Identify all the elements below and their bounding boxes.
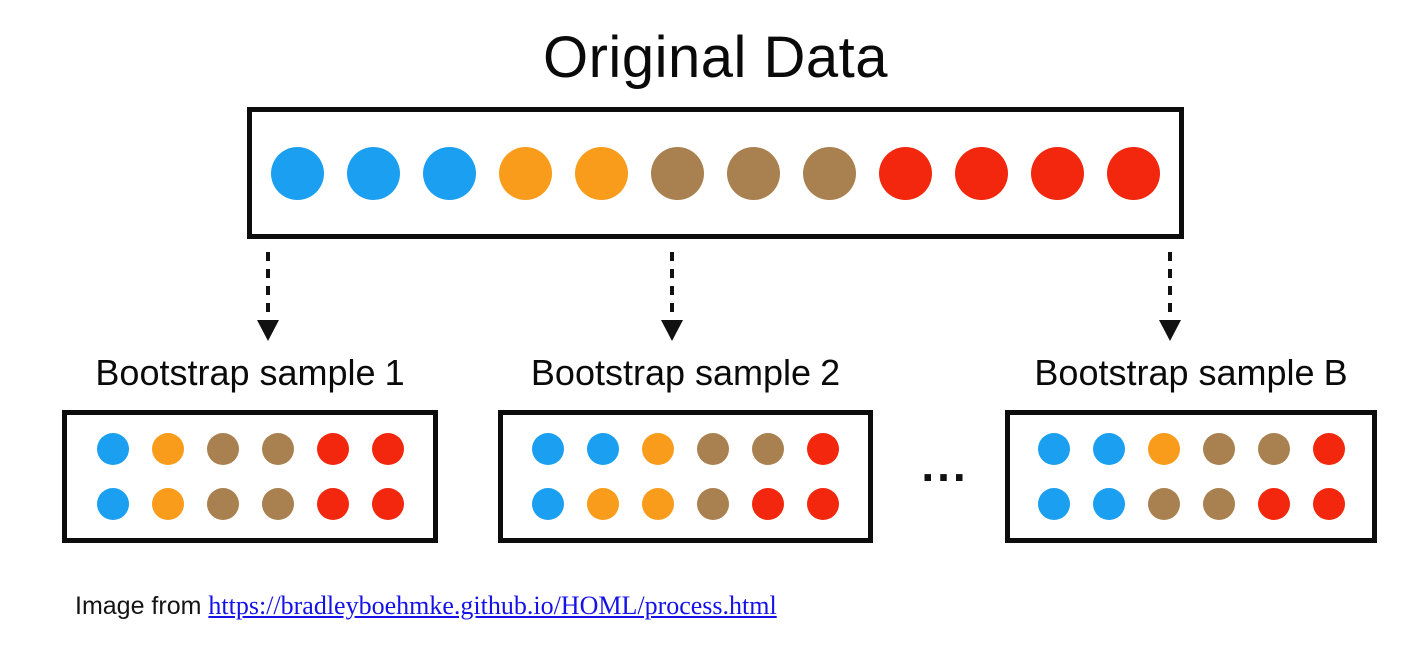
label-prefix: Bootstrap sample: [1034, 352, 1315, 393]
dot-row: [1037, 433, 1345, 465]
arrow-stem: [266, 252, 270, 320]
orange-dot: [151, 488, 184, 520]
blue-dot: [532, 488, 564, 520]
brown-dot: [803, 146, 856, 200]
orange-dot: [642, 488, 674, 520]
red-dot: [807, 433, 839, 465]
orange-dot: [587, 488, 619, 520]
blue-dot: [271, 146, 324, 200]
label-suffix: 2: [820, 352, 841, 393]
red-dot: [879, 146, 932, 200]
orange-dot: [151, 433, 184, 465]
orange-dot: [642, 433, 674, 465]
orange-dot: [1147, 433, 1180, 465]
brown-dot: [651, 146, 704, 200]
source-link[interactable]: https://bradleyboehmke.github.io/HOML/pr…: [208, 591, 777, 620]
bootstrap-sample-1-box: [62, 410, 438, 543]
blue-dot: [1037, 433, 1070, 465]
brown-dot: [697, 433, 729, 465]
bootstrap-sample-2-box: [498, 410, 873, 543]
brown-dot: [727, 146, 780, 200]
brown-dot: [697, 488, 729, 520]
blue-dot: [532, 433, 564, 465]
dot-row: [532, 433, 839, 465]
brown-dot: [1257, 433, 1290, 465]
dot-row: [532, 488, 839, 520]
arrow-head: [257, 320, 279, 341]
dashed-arrow-down-icon: [660, 252, 684, 344]
ellipsis-between-samples: ...: [921, 439, 969, 491]
brown-dot: [1147, 488, 1180, 520]
dot-row: [1037, 488, 1345, 520]
red-dot: [316, 433, 349, 465]
arrow-head: [1159, 320, 1181, 341]
brown-dot: [1202, 488, 1235, 520]
red-dot: [371, 433, 404, 465]
dashed-arrow-down-icon: [1158, 252, 1182, 344]
red-dot: [1257, 488, 1290, 520]
bootstrap-sample-B-label: Bootstrap sample B: [1005, 352, 1377, 394]
brown-dot: [752, 433, 784, 465]
label-prefix: Bootstrap sample: [95, 352, 376, 393]
blue-dot: [587, 433, 619, 465]
original-data-box: [247, 107, 1184, 239]
label-prefix: Bootstrap sample: [530, 352, 812, 393]
brown-dot: [261, 488, 294, 520]
bootstrap-sample-B-box: [1005, 410, 1377, 543]
red-dot: [316, 488, 349, 520]
brown-dot: [206, 433, 239, 465]
blue-dot: [96, 433, 129, 465]
brown-dot: [206, 488, 239, 520]
blue-dot: [96, 488, 129, 520]
blue-dot: [347, 146, 400, 200]
label-suffix: B: [1323, 352, 1348, 393]
red-dot: [752, 488, 784, 520]
arrow-stem: [1168, 252, 1172, 320]
dot-row: [96, 488, 404, 520]
brown-dot: [261, 433, 294, 465]
label-suffix: 1: [384, 352, 405, 393]
red-dot: [1031, 146, 1084, 200]
blue-dot: [423, 146, 476, 200]
blue-dot: [1092, 488, 1125, 520]
red-dot: [1312, 488, 1345, 520]
red-dot: [1107, 146, 1160, 200]
red-dot: [371, 488, 404, 520]
caption-prefix: Image from: [75, 592, 202, 620]
bootstrap-sample-1-label: Bootstrap sample 1: [62, 352, 438, 394]
orange-dot: [575, 146, 628, 200]
dot-row: [96, 433, 404, 465]
blue-dot: [1092, 433, 1125, 465]
image-source-caption: Image from https://bradleyboehmke.github…: [75, 591, 777, 621]
brown-dot: [1202, 433, 1235, 465]
dashed-arrow-down-icon: [256, 252, 280, 344]
blue-dot: [1037, 488, 1070, 520]
arrow-head: [661, 320, 683, 341]
arrow-stem: [670, 252, 674, 320]
bootstrap-sample-2-label: Bootstrap sample 2: [498, 352, 873, 394]
red-dot: [1312, 433, 1345, 465]
diagram-title: Original Data: [543, 25, 888, 90]
orange-dot: [499, 146, 552, 200]
red-dot: [955, 146, 1008, 200]
red-dot: [807, 488, 839, 520]
